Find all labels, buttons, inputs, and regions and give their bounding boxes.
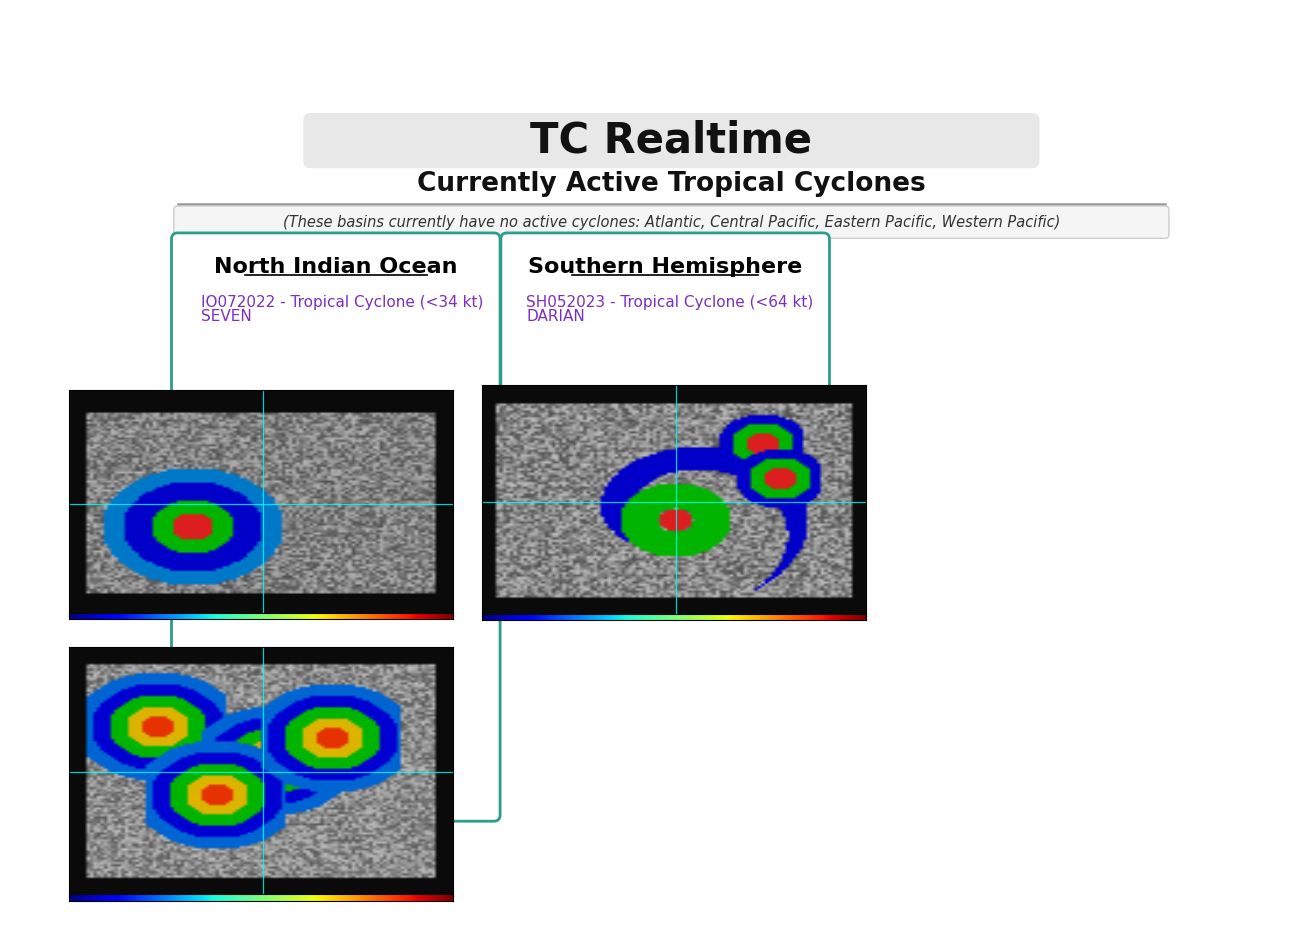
FancyBboxPatch shape xyxy=(303,113,1040,168)
Text: TC Realtime: TC Realtime xyxy=(531,119,812,162)
Text: IO982022 - INVEST: IO982022 - INVEST xyxy=(200,593,346,608)
Text: SEVEN: SEVEN xyxy=(200,309,252,324)
Text: North Indian Ocean: North Indian Ocean xyxy=(214,257,457,276)
Text: (These basins currently have no active cyclones: Atlantic, Central Pacific, East: (These basins currently have no active c… xyxy=(283,214,1060,229)
Text: Currently Active Tropical Cyclones: Currently Active Tropical Cyclones xyxy=(417,171,926,196)
FancyBboxPatch shape xyxy=(500,233,829,616)
FancyBboxPatch shape xyxy=(174,206,1169,239)
Text: DARIAN: DARIAN xyxy=(527,309,586,324)
Text: IO072022 - Tropical Cyclone (<34 kt): IO072022 - Tropical Cyclone (<34 kt) xyxy=(200,294,483,309)
FancyBboxPatch shape xyxy=(172,233,500,822)
Text: Southern Hemisphere: Southern Hemisphere xyxy=(528,257,802,276)
Text: SH052023 - Tropical Cyclone (<64 kt): SH052023 - Tropical Cyclone (<64 kt) xyxy=(527,294,814,309)
